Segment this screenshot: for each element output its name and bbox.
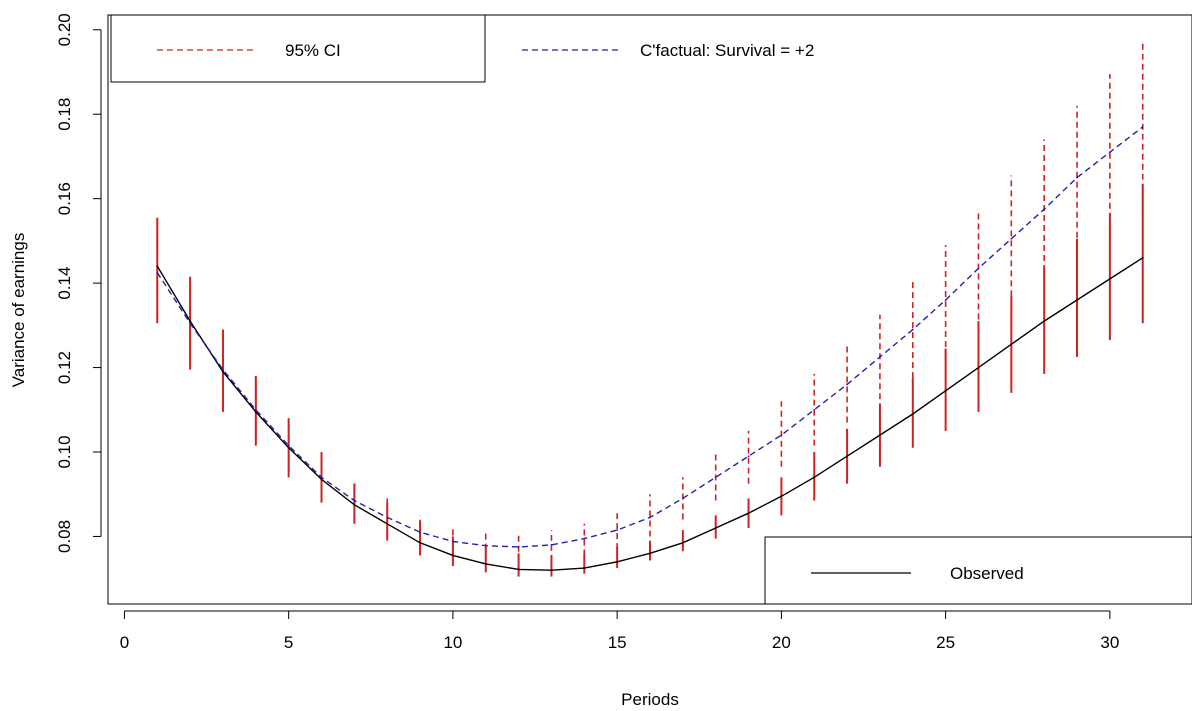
plot-frame [107,14,1192,605]
data-point-counterfactual [1010,237,1013,240]
legend-ci-label: 95% CI [285,41,341,60]
data-point-counterfactual [944,299,947,301]
x-tick-label: 15 [608,633,627,652]
data-point-observed [386,522,389,525]
data-point-observed [747,512,750,515]
data-point-observed [320,478,323,481]
data-point-counterfactual [452,540,454,543]
data-point-observed [1141,256,1144,259]
data-point-observed [254,410,257,413]
data-point-counterfactual [879,356,881,358]
legend-counterfactual: C'factual: Survival = +2 [522,41,814,60]
data-point-observed [1076,299,1078,301]
data-point-observed [879,434,881,437]
data-point-counterfactual [189,322,192,325]
data-point-counterfactual [517,546,520,548]
data-point-counterfactual [846,383,848,386]
data-point-counterfactual [1108,151,1111,154]
data-point-observed [287,446,290,449]
x-tick-label: 25 [936,633,955,652]
data-point-observed [977,366,980,369]
x-tick-label: 30 [1100,633,1119,652]
data-point-counterfactual [353,499,356,502]
y-tick-label: 0.10 [55,435,74,468]
data-point-observed [681,541,684,544]
data-point-observed [944,389,947,392]
data-point-observed [714,527,717,529]
data-point-observed [517,568,520,571]
data-point-counterfactual [1141,125,1144,128]
data-point-counterfactual [419,531,421,534]
y-tick-label: 0.12 [55,351,74,384]
data-point-observed [813,476,816,479]
data-point-observed [780,495,783,498]
y-tick-label: 0.14 [55,267,74,300]
data-point-observed [1010,343,1013,346]
y-tick-label: 0.20 [55,13,74,46]
data-point-counterfactual [911,328,914,331]
x-tick-label: 10 [443,633,462,652]
legend-ci-box [110,14,486,83]
y-tick-label: 0.16 [55,182,74,215]
data-point-observed [1108,277,1111,280]
data-point-observed [846,455,848,458]
y-tick-label: 0.08 [55,520,74,553]
data-point-counterfactual [780,434,783,437]
legend-observed: Observed [764,536,1192,605]
legend-observed-box [764,536,1192,605]
y-axis-label: Variance of earnings [9,233,28,388]
data-point-counterfactual [583,537,586,540]
data-point-observed [1043,320,1046,323]
data-point-observed [616,560,619,563]
ci-bars [156,42,1144,577]
data-point-observed [353,503,356,506]
data-point-counterfactual [484,544,487,547]
axes: 0 5 10 15 20 25 30 0.08 0.10 0.12 0.14 0.16 0.18 0.20 [55,13,1119,652]
x-tick-label: 20 [772,633,791,652]
data-point-observed [452,554,454,557]
data-point-observed [484,562,487,565]
data-point-counterfactual [156,271,159,274]
data-point-counterfactual [222,368,224,371]
data-point-counterfactual [550,543,553,546]
data-point-counterfactual [1043,208,1046,211]
data-point-counterfactual [714,476,717,479]
data-point-counterfactual [1076,176,1078,179]
data-point-counterfactual [616,529,619,532]
data-point-counterfactual [254,408,257,411]
x-tick-label: 0 [120,633,129,652]
data-point-counterfactual [977,267,980,270]
data-point-observed [419,541,421,544]
x-axis-label: Periods [621,690,679,709]
data-point-observed [649,552,651,555]
legend-counterfactual-label: C'factual: Survival = +2 [640,41,814,60]
data-point-observed [911,413,914,415]
data-point-observed [189,320,192,323]
data-point-observed [550,569,553,572]
data-point-counterfactual [287,444,290,447]
data-point-observed [156,265,159,268]
y-tick-label: 0.18 [55,98,74,131]
data-point-counterfactual [747,455,750,458]
data-point-observed [583,567,586,570]
data-point-observed [222,370,224,373]
data-point-counterfactual [386,516,389,519]
series-lines [156,125,1144,572]
series-line-counterfactual [156,126,1144,548]
x-tick-label: 5 [284,633,293,652]
data-point-counterfactual [681,497,684,500]
legend-observed-label: Observed [950,564,1024,583]
data-point-counterfactual [813,408,816,411]
data-point-counterfactual [649,516,651,519]
data-point-counterfactual [320,476,323,479]
legend-ci: 95% CI [110,14,486,83]
